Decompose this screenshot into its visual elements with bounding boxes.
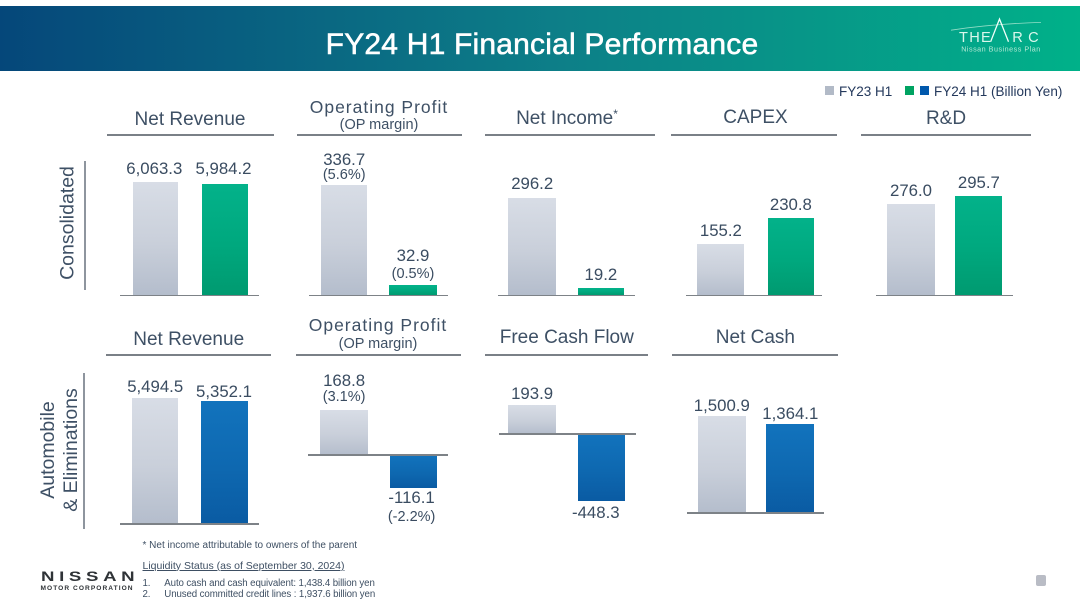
svg-text:Nissan Business Plan: Nissan Business Plan — [961, 44, 1041, 53]
svg-text:THE: THE — [959, 30, 992, 46]
svg-text:RC: RC — [1012, 30, 1044, 46]
